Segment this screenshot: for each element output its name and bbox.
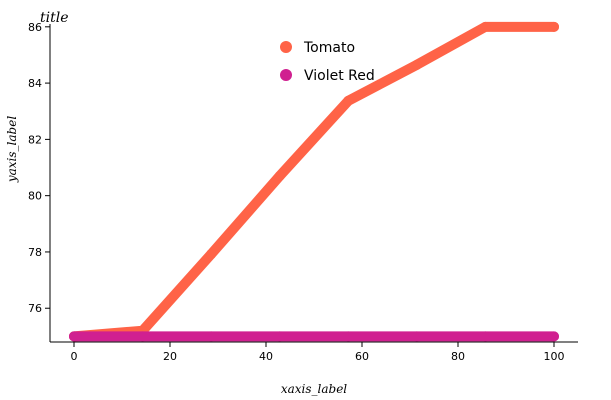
data-point — [480, 331, 491, 342]
legend-label: Violet Red — [304, 68, 375, 84]
x-axis: 0 20 40 60 80 100 — [50, 341, 578, 363]
data-point — [343, 331, 354, 342]
y-tick-label: 80 — [28, 190, 42, 203]
y-tick-label: 82 — [28, 133, 42, 146]
legend-label: Tomato — [303, 40, 355, 56]
data-point — [69, 331, 79, 342]
data-point — [206, 331, 217, 342]
y-axis-title: yaxis_label — [5, 116, 19, 183]
data-point — [206, 249, 217, 260]
y-axis: 76 78 80 82 84 86 — [28, 21, 51, 342]
data-point — [411, 59, 422, 70]
legend: Tomato Violet Red — [280, 40, 375, 84]
data-point — [274, 170, 285, 181]
data-point — [274, 331, 285, 342]
legend-marker — [280, 41, 292, 53]
data-point — [480, 21, 491, 32]
y-tick-label: 78 — [28, 246, 42, 259]
data-point — [411, 331, 422, 342]
series-layer — [69, 21, 559, 342]
series-violet-red — [69, 331, 559, 342]
data-point — [549, 21, 559, 32]
x-tick-label: 40 — [259, 350, 273, 363]
legend-item: Tomato — [280, 40, 355, 56]
data-point — [343, 95, 354, 106]
legend-item: Violet Red — [280, 68, 375, 84]
y-tick-label: 86 — [28, 21, 42, 34]
x-tick-label: 0 — [71, 350, 78, 363]
x-axis-title: xaxis_label — [281, 382, 347, 396]
x-tick-label: 80 — [451, 350, 465, 363]
data-point — [549, 331, 559, 342]
legend-marker — [280, 69, 292, 81]
data-point — [137, 331, 148, 342]
chart-title: title — [40, 10, 69, 26]
x-tick-label: 100 — [544, 350, 565, 363]
y-tick-label: 76 — [28, 302, 42, 315]
y-tick-label: 84 — [28, 77, 42, 90]
x-tick-label: 60 — [355, 350, 369, 363]
x-tick-label: 20 — [163, 350, 177, 363]
series-line — [69, 21, 559, 342]
